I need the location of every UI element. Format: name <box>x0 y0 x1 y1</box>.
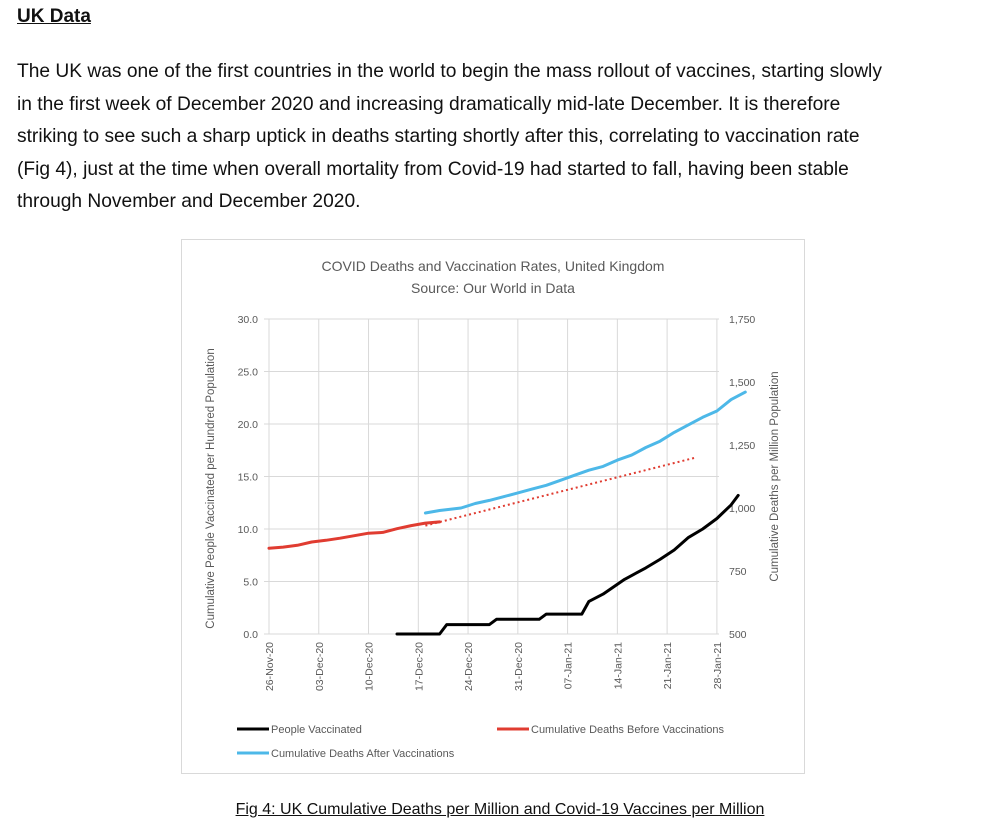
left-tick-label: 5.0 <box>243 577 258 589</box>
body-paragraph: The UK was one of the first countries in… <box>17 56 989 219</box>
right-tick-label: 500 <box>729 629 747 641</box>
x-tick-label: 14-Jan-21 <box>612 642 624 689</box>
paragraph-line: striking to see such a sharp uptick in d… <box>17 126 860 148</box>
y-axis-left-label: Cumulative People Vaccinated per Hundred… <box>205 348 217 628</box>
right-tick-label: 1,750 <box>729 314 755 326</box>
paragraph-line: (Fig 4), just at the time when overall m… <box>17 158 849 180</box>
chart-subtitle: Source: Our World in Data <box>411 280 575 296</box>
x-tick-label: 10-Dec-20 <box>364 642 376 691</box>
left-tick-label: 20.0 <box>238 419 259 431</box>
x-tick-label: 26-Nov-20 <box>264 642 276 691</box>
series-lines <box>267 390 747 636</box>
right-tick-label: 1,000 <box>729 503 755 515</box>
x-tick-label: 21-Jan-21 <box>662 642 674 689</box>
chart-svg: COVID Deaths and Vaccination Rates, Unit… <box>205 258 781 760</box>
figure-caption: Fig 4: UK Cumulative Deaths per Million … <box>235 801 765 818</box>
series-line <box>395 493 740 636</box>
left-tick-label: 0.0 <box>243 629 258 641</box>
x-tick-label: 28-Jan-21 <box>712 642 724 689</box>
right-tick-label: 750 <box>729 566 747 578</box>
x-tick-label: 24-Dec-20 <box>463 642 475 691</box>
left-tick-label: 15.0 <box>238 472 259 484</box>
series-line <box>267 520 442 550</box>
series-line <box>423 390 747 515</box>
paragraph-line: The UK was one of the first countries in… <box>17 61 882 82</box>
chart-title: COVID Deaths and Vaccination Rates, Unit… <box>322 258 665 274</box>
x-tick-label: 31-Dec-20 <box>513 642 525 691</box>
right-tick-label: 1,250 <box>729 440 755 452</box>
y-axis-right-label: Cumulative Deaths per Million Population <box>769 371 781 581</box>
paragraph-line: through November and December 2020. <box>17 191 361 213</box>
axis-ticks: 0.0 5.0 10.0 15.0 20.0 25.0 30.0 500 750 1,000 1,2… <box>238 314 756 691</box>
series-line <box>425 456 696 527</box>
left-tick-label: 25.0 <box>238 367 259 379</box>
paragraph-line: in the first week of December 2020 and i… <box>17 93 841 115</box>
legend-label: Cumulative Deaths Before Vaccinations <box>531 724 725 736</box>
legend-label: Cumulative Deaths After Vaccinations <box>271 748 455 760</box>
gridlines <box>264 318 719 635</box>
x-tick-label: 17-Dec-20 <box>413 642 425 691</box>
left-tick-label: 30.0 <box>238 314 259 326</box>
right-tick-label: 1,500 <box>729 377 755 389</box>
legend-label: People Vaccinated <box>271 724 362 736</box>
chart-legend: People Vaccinated Cumulative Deaths Befor… <box>237 724 725 760</box>
x-tick-label: 07-Jan-21 <box>563 642 575 689</box>
x-tick-label: 03-Dec-20 <box>314 642 326 691</box>
section-heading: UK Data <box>17 6 91 27</box>
chart-container: COVID Deaths and Vaccination Rates, Unit… <box>181 239 805 774</box>
left-tick-label: 10.0 <box>238 524 259 536</box>
